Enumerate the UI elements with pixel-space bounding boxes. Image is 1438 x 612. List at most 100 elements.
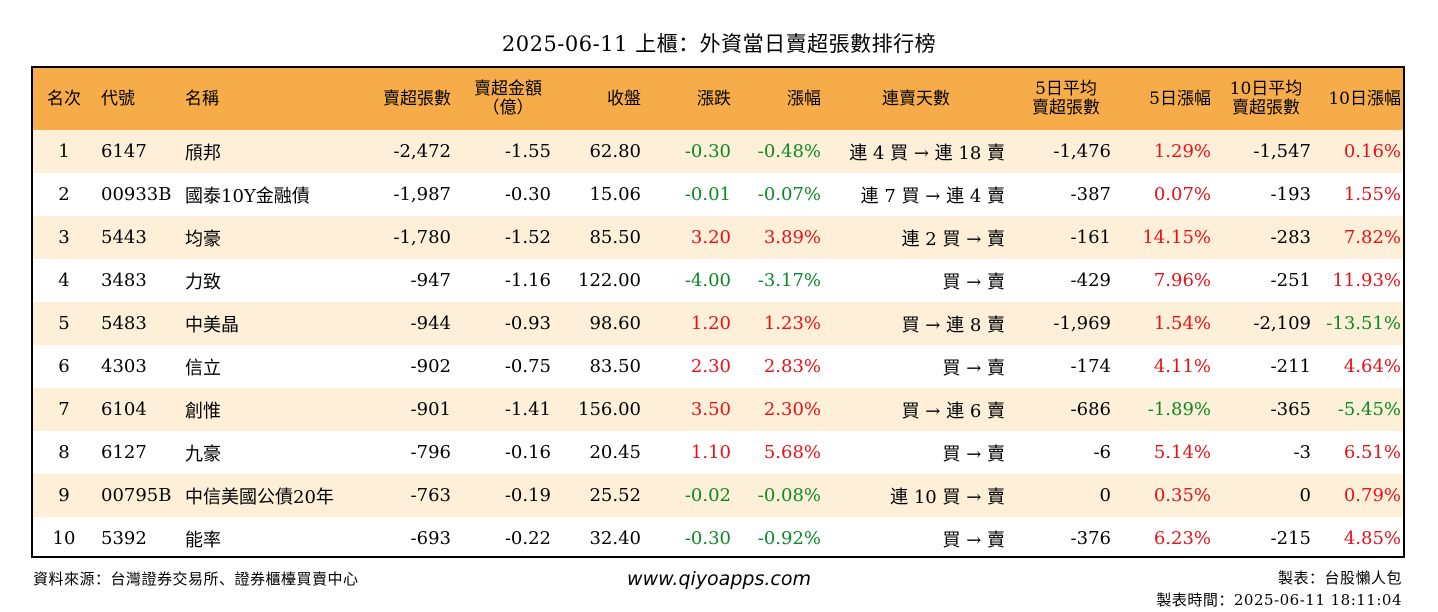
cell-close: 15.06 bbox=[589, 184, 641, 205]
cell-pct10: 4.64% bbox=[1343, 356, 1401, 377]
cell-rank: 5 bbox=[58, 313, 70, 334]
cell-sell-amount: -0.30 bbox=[504, 184, 551, 205]
cell-streak: 連 7 買 → 連 4 賣 bbox=[860, 185, 1005, 207]
cell-streak: 買 → 連 8 賣 bbox=[901, 314, 1005, 336]
header-avg10-line2: 賣超張數 bbox=[1232, 98, 1300, 118]
cell-sell-shares: -901 bbox=[410, 399, 451, 420]
cell-avg5: -429 bbox=[1070, 270, 1111, 291]
cell-sell-amount: -1.55 bbox=[504, 141, 551, 162]
ranking-table-container: 名次 代號 名稱 賣超張數 賣超金額 （億） 收盤 漲跌 漲幅 連賣天數 5日平均… bbox=[31, 66, 1405, 558]
cell-pct10: -13.51% bbox=[1326, 313, 1401, 334]
cell-code: 5443 bbox=[101, 227, 147, 248]
header-sell-amount: 賣超金額 （億） bbox=[451, 68, 551, 130]
cell-change-pct: -0.92% bbox=[757, 528, 821, 549]
header-avg10-line1: 10日平均 bbox=[1229, 79, 1303, 99]
cell-code: 6104 bbox=[101, 399, 147, 420]
table-row: 1 6147 頎邦 -2,472 -1.55 62.80 -0.30 -0.48% 連 4 買 … bbox=[33, 130, 1403, 173]
cell-pct10: 1.55% bbox=[1343, 184, 1401, 205]
cell-code: 6147 bbox=[101, 141, 147, 162]
cell-sell-shares: -944 bbox=[410, 313, 451, 334]
cell-change: -0.01 bbox=[684, 184, 731, 205]
cell-pct5: 14.15% bbox=[1142, 227, 1211, 248]
cell-pct5: 1.29% bbox=[1153, 141, 1211, 162]
cell-change-pct: 5.68% bbox=[763, 442, 821, 463]
cell-avg5: -387 bbox=[1070, 184, 1111, 205]
cell-close: 83.50 bbox=[589, 356, 641, 377]
cell-sell-shares: -2,472 bbox=[393, 141, 451, 162]
cell-change: -0.02 bbox=[684, 485, 731, 506]
cell-avg10: -365 bbox=[1270, 399, 1311, 420]
cell-change-pct: 3.89% bbox=[763, 227, 821, 248]
cell-sell-shares: -796 bbox=[410, 442, 451, 463]
table-row: 8 6127 九豪 -796 -0.16 20.45 1.10 5.68% 買 → 賣 -6 5.1… bbox=[33, 431, 1403, 474]
cell-close: 156.00 bbox=[578, 399, 641, 420]
cell-code: 00933B bbox=[101, 184, 172, 205]
cell-code: 4303 bbox=[101, 356, 147, 377]
cell-change: 3.50 bbox=[690, 399, 731, 420]
generated-time: 製表時間：2025-06-11 18:11:04 bbox=[1156, 591, 1402, 609]
data-source: 資料來源：台灣證券交易所、證券櫃檯買賣中心 bbox=[33, 570, 359, 588]
cell-sell-shares: -763 bbox=[410, 485, 451, 506]
cell-close: 122.00 bbox=[578, 270, 641, 291]
cell-pct5: 0.07% bbox=[1153, 184, 1211, 205]
cell-sell-shares: -1,987 bbox=[393, 184, 451, 205]
table-row: 2 00933B 國泰10Y金融債 -1,987 -0.30 15.06 -0.01 -0.0… bbox=[33, 173, 1403, 216]
cell-avg10: -283 bbox=[1270, 227, 1311, 248]
author-label: 製表：台股懶人包 bbox=[1277, 569, 1402, 587]
footer-credits: 製表：台股懶人包 製表時間：2025-06-11 18:11:04 bbox=[1156, 567, 1402, 611]
cell-sell-shares: -693 bbox=[410, 528, 451, 549]
cell-name: 頎邦 bbox=[185, 142, 221, 164]
cell-pct5: 6.23% bbox=[1153, 528, 1211, 549]
cell-sell-shares: -947 bbox=[410, 270, 451, 291]
cell-change: 3.20 bbox=[690, 227, 731, 248]
website-link[interactable]: www.qiyoapps.com bbox=[627, 568, 811, 590]
cell-streak: 買 → 賣 bbox=[942, 529, 1005, 551]
cell-sell-shares: -1,780 bbox=[393, 227, 451, 248]
table-row: 3 5443 均豪 -1,780 -1.52 85.50 3.20 3.89% 連 2 買 → … bbox=[33, 216, 1403, 259]
header-change-pct: 漲幅 bbox=[787, 88, 821, 109]
cell-change-pct: -0.48% bbox=[757, 141, 821, 162]
cell-pct5: 1.54% bbox=[1153, 313, 1211, 334]
cell-name: 中信美國公債20年 bbox=[185, 486, 334, 508]
cell-change: -0.30 bbox=[684, 528, 731, 549]
cell-sell-amount: -0.19 bbox=[504, 485, 551, 506]
cell-name: 均豪 bbox=[185, 228, 221, 250]
table-row: 10 5392 能率 -693 -0.22 32.40 -0.30 -0.92% 買 → 賣 -3… bbox=[33, 517, 1403, 556]
cell-pct5: 5.14% bbox=[1153, 442, 1211, 463]
cell-avg5: 0 bbox=[1099, 485, 1111, 506]
cell-rank: 7 bbox=[58, 399, 70, 420]
header-avg5-line2: 賣超張數 bbox=[1032, 98, 1100, 118]
cell-name: 信立 bbox=[185, 357, 221, 379]
cell-streak: 買 → 賣 bbox=[942, 357, 1005, 379]
cell-change-pct: 1.23% bbox=[763, 313, 821, 334]
cell-sell-shares: -902 bbox=[410, 356, 451, 377]
cell-rank: 1 bbox=[58, 141, 70, 162]
cell-avg10: -193 bbox=[1270, 184, 1311, 205]
header-rank: 名次 bbox=[47, 88, 81, 109]
cell-name: 國泰10Y金融債 bbox=[185, 185, 310, 207]
cell-avg10: -3 bbox=[1293, 442, 1311, 463]
cell-change: 1.20 bbox=[690, 313, 731, 334]
cell-change: -0.30 bbox=[684, 141, 731, 162]
header-sell-amount-line2: （億） bbox=[482, 98, 534, 118]
cell-avg10: -1,547 bbox=[1253, 141, 1311, 162]
cell-rank: 8 bbox=[58, 442, 70, 463]
cell-change: 1.10 bbox=[690, 442, 731, 463]
cell-name: 能率 bbox=[185, 529, 221, 551]
cell-pct10: 6.51% bbox=[1343, 442, 1401, 463]
page-title: 2025-06-11 上櫃：外資當日賣超張數排行榜 bbox=[501, 32, 937, 56]
cell-avg10: -211 bbox=[1270, 356, 1311, 377]
header-streak: 連賣天數 bbox=[882, 88, 950, 109]
header-name: 名稱 bbox=[185, 88, 219, 109]
cell-pct10: -5.45% bbox=[1337, 399, 1401, 420]
cell-streak: 連 10 買 → 賣 bbox=[890, 486, 1005, 508]
header-avg10: 10日平均 賣超張數 bbox=[1211, 68, 1311, 130]
cell-close: 25.52 bbox=[589, 485, 641, 506]
cell-pct10: 7.82% bbox=[1343, 227, 1401, 248]
cell-pct5: 4.11% bbox=[1153, 356, 1211, 377]
cell-code: 6127 bbox=[101, 442, 147, 463]
cell-name: 力致 bbox=[185, 271, 221, 293]
header-close: 收盤 bbox=[607, 88, 641, 109]
table-header-row: 名次 代號 名稱 賣超張數 賣超金額 （億） 收盤 漲跌 漲幅 連賣天數 5日平均… bbox=[33, 68, 1403, 130]
cell-sell-amount: -1.16 bbox=[504, 270, 551, 291]
